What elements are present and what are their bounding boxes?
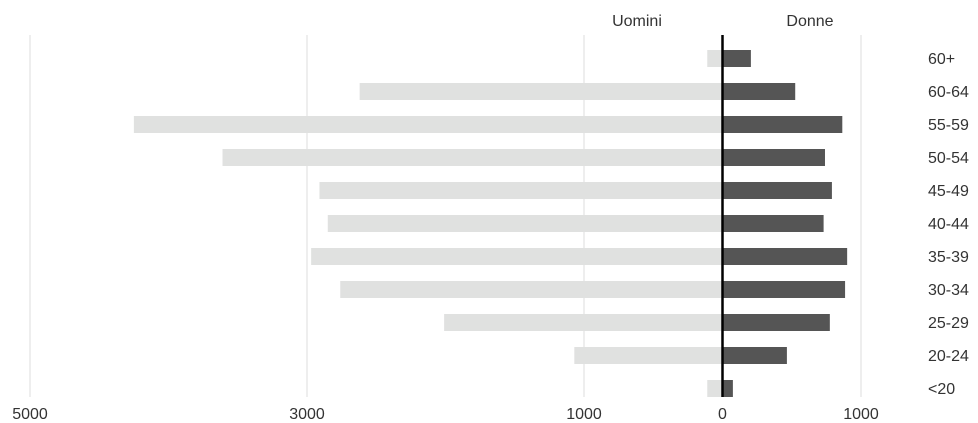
- bar-uomini: [327, 215, 723, 232]
- category-label: 55-59: [928, 117, 969, 134]
- category-label: 35-39: [928, 249, 969, 266]
- category-label: 60+: [928, 51, 955, 68]
- x-tick-label: 1000: [843, 406, 879, 423]
- category-label: <20: [928, 381, 955, 398]
- bar-uomini: [707, 380, 723, 397]
- category-label: 45-49: [928, 183, 969, 200]
- bar-uomini: [222, 149, 723, 166]
- bar-donne: [722, 347, 787, 364]
- x-tick-label: 0: [718, 406, 727, 423]
- bar-donne: [722, 149, 825, 166]
- bar-uomini: [444, 314, 723, 331]
- legend-donne: Donne: [786, 13, 833, 30]
- bar-donne: [722, 314, 830, 331]
- bar-uomini: [311, 248, 723, 265]
- bar-uomini: [359, 83, 723, 100]
- category-label: 60-64: [928, 84, 969, 101]
- x-tick-label: 3000: [289, 406, 325, 423]
- x-tick-label: 5000: [12, 406, 48, 423]
- bar-uomini: [340, 281, 723, 298]
- labels: Uomini Donne 5000 3000 1000 0 1000 60+ 60-64 55…: [12, 13, 969, 423]
- bar-donne: [722, 281, 846, 298]
- bar-donne: [722, 182, 832, 199]
- x-tick-label: 1000: [566, 406, 602, 423]
- category-label: 25-29: [928, 315, 969, 332]
- category-label: 40-44: [928, 216, 969, 233]
- category-label: 30-34: [928, 282, 969, 299]
- bar-donne: [722, 215, 824, 232]
- bar-donne: [722, 116, 843, 133]
- category-label: 50-54: [928, 150, 969, 167]
- bar-uomini: [133, 116, 723, 133]
- bar-uomini: [574, 347, 723, 364]
- bar-donne: [722, 50, 751, 67]
- bar-donne: [722, 380, 733, 397]
- legend-uomini: Uomini: [612, 13, 662, 30]
- bar-donne: [722, 248, 848, 265]
- bars: [133, 50, 848, 397]
- category-label: 20-24: [928, 348, 969, 365]
- bar-uomini: [319, 182, 723, 199]
- bar-donne: [722, 83, 796, 100]
- bar-uomini: [707, 50, 723, 67]
